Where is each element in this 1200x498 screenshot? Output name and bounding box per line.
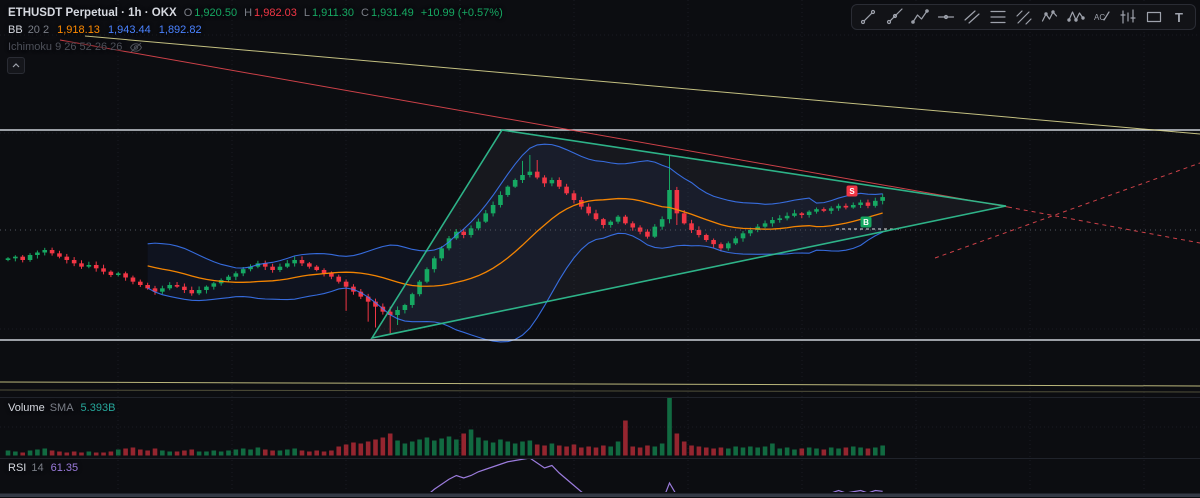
buy-marker[interactable]: B: [860, 216, 872, 228]
low-label: L: [303, 7, 310, 19]
svg-text:S: S: [849, 187, 855, 196]
svg-text:B: B: [863, 218, 869, 227]
triangle-drawing[interactable]: [370, 129, 1007, 340]
sell-marker[interactable]: S: [846, 185, 858, 197]
tool-path-icon[interactable]: [907, 6, 932, 28]
tool-xabcd-pattern-icon[interactable]: [1063, 6, 1088, 28]
high-label: H: [244, 7, 253, 19]
bb-indicator-title[interactable]: BB: [8, 24, 23, 36]
triangle-drawing-fill[interactable]: [372, 130, 1006, 338]
visibility-off-icon[interactable]: [129, 42, 143, 53]
drawing-toolbar: AC T: [851, 4, 1196, 30]
bottom-pane-border[interactable]: [0, 493, 1200, 498]
bb-upper-line: [147, 143, 883, 269]
svg-text:T: T: [1175, 10, 1183, 25]
tool-trend-line-icon[interactable]: [855, 6, 880, 28]
tool-bars-pattern-icon[interactable]: [1115, 6, 1140, 28]
rsi-legend: RSI 14 61.35: [8, 461, 78, 475]
volume-bars: [5, 397, 885, 456]
trendline-2[interactable]: [84, 35, 1200, 135]
change-value: +10.99 (+0.57%): [420, 7, 503, 19]
candles[interactable]: [5, 155, 885, 334]
tool-fib-retracement-icon[interactable]: [985, 6, 1010, 28]
close-value: 1,931.49: [370, 7, 414, 19]
trendline-7[interactable]: [934, 162, 1200, 259]
trendline-4[interactable]: [0, 389, 1200, 393]
tool-horizontal-line-icon[interactable]: [933, 6, 958, 28]
symbol-legend: ETHUSDT Perpetual · 1h · OKX O 1,920.50 …: [8, 6, 503, 20]
trendline-5[interactable]: [59, 39, 1009, 208]
svg-text:AC: AC: [1094, 13, 1105, 22]
bb-legend: BB 20 2 1,918.13 1,943.44 1,892.82: [8, 23, 202, 37]
volume-legend: Volume SMA 5.393B: [8, 401, 115, 415]
bb-lower-value: 1,892.82: [158, 24, 202, 36]
tool-elliott-wave-icon[interactable]: [1037, 6, 1062, 28]
trendline-3[interactable]: [0, 381, 1200, 387]
rsi-value: 61.35: [50, 462, 79, 474]
ichimoku-indicator-title[interactable]: Ichimoku 9 26 52 26 26: [8, 41, 123, 53]
collapse-legend-button[interactable]: [7, 57, 25, 74]
volume-indicator-title[interactable]: Volume: [8, 402, 45, 414]
volume-sma-label: SMA: [49, 402, 74, 414]
tool-abc-pattern-icon[interactable]: AC: [1089, 6, 1114, 28]
symbol-title[interactable]: ETHUSDT Perpetual · 1h · OKX: [8, 7, 177, 19]
bb-basis-value: 1,918.13: [57, 24, 100, 36]
bb-basis-line: [147, 197, 883, 287]
bb-upper-value: 1,943.44: [107, 24, 151, 36]
bb-band-fill: [147, 144, 883, 342]
tool-rectangle-icon[interactable]: [1141, 6, 1166, 28]
bb-indicator-params: 20 2: [27, 24, 50, 36]
rsi-indicator-params: 14: [31, 462, 44, 474]
open-value: 1,920.50: [194, 7, 238, 19]
ichimoku-legend: Ichimoku 9 26 52 26 26: [8, 40, 143, 54]
high-value: 1,982.03: [254, 7, 297, 19]
tool-ray-icon[interactable]: [881, 6, 906, 28]
rsi-line: [430, 458, 883, 493]
tool-text-icon[interactable]: T: [1167, 6, 1192, 28]
low-value: 1,911.30: [311, 7, 354, 19]
rsi-indicator-title[interactable]: RSI: [8, 462, 27, 474]
volume-sma-value: 5.393B: [80, 402, 116, 414]
tool-pitchfork-icon[interactable]: [1011, 6, 1036, 28]
close-label: C: [361, 7, 369, 19]
trendline-6[interactable]: [1007, 206, 1200, 244]
tool-parallel-channel-icon[interactable]: [959, 6, 984, 28]
open-label: O: [183, 7, 193, 19]
